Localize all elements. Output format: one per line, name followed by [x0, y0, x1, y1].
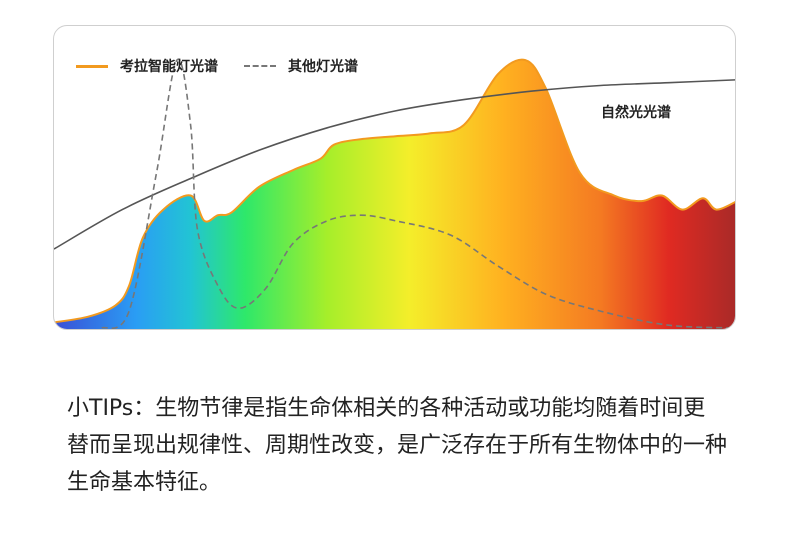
legend-label-koala: 考拉智能灯光谱 [120, 59, 218, 75]
tips-paragraph: 小TIPs：生物节律是指生命体相关的各种活动或功能均随着时间更替而呈现出规律性、… [67, 396, 728, 495]
legend-dashed-line-icon [244, 65, 276, 67]
legend-label-other: 其他灯光谱 [288, 59, 358, 75]
legend-item-other: 其他灯光谱 [244, 56, 358, 76]
spectrum-chart [54, 58, 735, 329]
natural-spectrum-line [54, 79, 735, 250]
legend-solid-line-icon [76, 64, 108, 68]
natural-spectrum-label: 自然光光谱 [595, 102, 677, 122]
legend-item-koala: 考拉智能灯光谱 [76, 56, 218, 76]
chart-legend: 考拉智能灯光谱 其他灯光谱 [76, 56, 384, 76]
other-spectrum-line [101, 58, 735, 329]
koala-spectrum-line [54, 58, 735, 324]
spectrum-chart-card: 考拉智能灯光谱 其他灯光谱 自然光光谱 [53, 25, 736, 330]
koala-spectrum-fill [54, 59, 735, 329]
